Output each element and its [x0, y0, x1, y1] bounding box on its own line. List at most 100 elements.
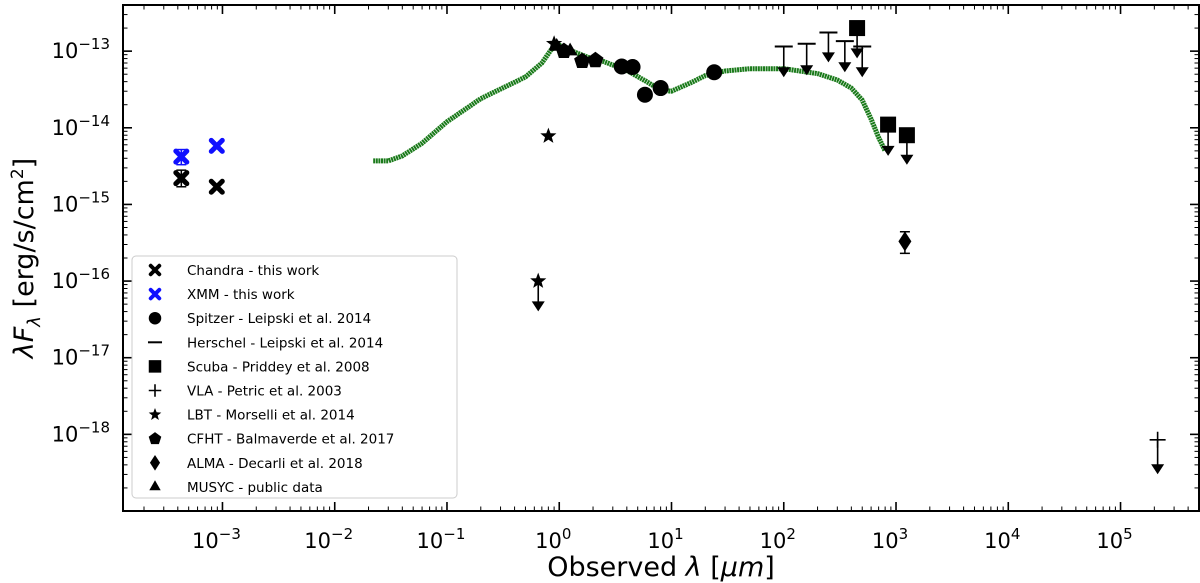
data-point [208, 178, 225, 195]
x-marker [208, 137, 225, 154]
plot-frame [122, 4, 1200, 512]
data-point [624, 59, 641, 76]
legend-label: Herschel - Leipski et al. 2014 [187, 335, 383, 351]
x-marker [148, 287, 162, 301]
circle-marker [652, 80, 669, 97]
data-point [636, 86, 653, 103]
legend-label: ALMA - Decarli et al. 2018 [187, 456, 363, 472]
square-marker [880, 116, 897, 133]
legend-marker [149, 455, 161, 471]
legend-marker [148, 360, 162, 373]
x-tick-label: 100 [535, 525, 571, 553]
data-point [540, 127, 557, 143]
legend-label: MUSYC - public data [187, 480, 323, 496]
upper-limit-arrow [800, 65, 814, 76]
y-tick-label: 10−14 [52, 112, 110, 140]
legend-label: XMM - this work [187, 287, 295, 303]
diamond-marker [149, 455, 161, 471]
circle-marker [706, 64, 723, 81]
data-point [173, 148, 190, 165]
legend-marker [148, 311, 162, 325]
legend-marker [148, 287, 162, 301]
data-point [173, 170, 190, 187]
series-circle-2 [613, 58, 723, 103]
y-tick-label: 10−18 [52, 418, 110, 446]
legend-marker [148, 384, 162, 397]
legend-entry: Herschel - Leipski et al. 2014 [147, 335, 383, 351]
series-x-1 [173, 137, 225, 166]
square-marker [849, 20, 866, 37]
upper-limit-arrow [821, 52, 835, 63]
upper-limit-arrow [531, 301, 545, 312]
upper-limit-arrow [855, 67, 869, 78]
plus-marker [1149, 431, 1166, 448]
square-marker [148, 360, 162, 373]
data-point [574, 52, 591, 68]
data-point [898, 231, 912, 252]
legend-label: VLA - Petric et al. 2003 [187, 384, 342, 400]
legend-label: LBT - Morselli et al. 2014 [187, 408, 355, 424]
legend-entry: MUSYC - public data [149, 480, 323, 496]
series-hline-3 [774, 31, 872, 78]
pentagon-marker [148, 432, 162, 445]
legend-label: Spitzer - Leipski et al. 2014 [187, 311, 371, 327]
y-tick-labels: 10−13 10−14 10−15 10−16 10−17 10−18 [52, 35, 110, 446]
legend: Chandra - this work XMM - this work Spitze… [131, 255, 458, 499]
legend-entry: ALMA - Decarli et al. 2018 [149, 455, 363, 472]
pentagon-marker [574, 52, 591, 68]
series-plus-5 [1149, 431, 1166, 475]
diamond-marker [898, 231, 912, 252]
y-tick-label: 10−16 [52, 265, 110, 293]
x-marker [173, 148, 190, 165]
legend-marker [148, 408, 162, 420]
data-point [549, 38, 565, 51]
y-axis-title: λFλ [erg/s/cm2] [8, 158, 45, 360]
circle-marker [148, 311, 162, 325]
series-x-0 [173, 169, 225, 195]
data-point [562, 42, 578, 56]
data-point [652, 80, 669, 97]
x-tick-label: 105 [1096, 525, 1132, 553]
square-marker [898, 127, 915, 144]
data-point [1149, 431, 1166, 448]
plus-marker [148, 384, 162, 397]
legend-entry: Spitzer - Leipski et al. 2014 [148, 311, 371, 327]
x-tick-label: 10−2 [304, 525, 353, 553]
upper-limit-arrow [850, 48, 864, 59]
upper-limit-arrow [777, 67, 791, 78]
y-tick-label: 10−15 [52, 188, 110, 216]
star-marker [540, 127, 557, 143]
circle-marker [624, 59, 641, 76]
x-tick-label: 10−1 [417, 525, 466, 553]
data-point [208, 137, 225, 154]
legend-entry: Scuba - Priddey et al. 2008 [148, 359, 370, 375]
series-diamond-8 [898, 231, 912, 255]
model-curve [373, 42, 888, 164]
triangle-marker [562, 42, 578, 56]
plot-area [173, 20, 1166, 475]
star-marker [148, 408, 162, 420]
triangle-marker [149, 480, 161, 491]
x-axis-title: Observed λ [μm] [547, 552, 775, 583]
x-tick-label: 101 [647, 525, 683, 553]
data-point [849, 20, 866, 37]
series-square-4 [849, 20, 915, 165]
legend-entry: XMM - this work [148, 287, 295, 303]
triangle-marker [549, 38, 565, 51]
y-tick-label: 10−17 [52, 342, 110, 370]
legend-label: Chandra - this work [187, 263, 319, 279]
x-tick-label: 102 [760, 525, 796, 553]
series-triangle-9 [549, 38, 578, 56]
data-points [173, 20, 1166, 475]
upper-limit-arrow [881, 145, 895, 156]
x-marker [173, 170, 190, 187]
upper-limit-arrow [900, 154, 914, 165]
x-tick-label: 103 [872, 525, 908, 553]
circle-marker [636, 86, 653, 103]
legend-entry: VLA - Petric et al. 2003 [148, 384, 342, 400]
x-tick-label: 104 [984, 525, 1020, 553]
legend-box [131, 255, 458, 499]
upper-limit-arrow [1151, 464, 1165, 475]
pentagon-marker [587, 51, 604, 68]
data-point [587, 51, 604, 68]
